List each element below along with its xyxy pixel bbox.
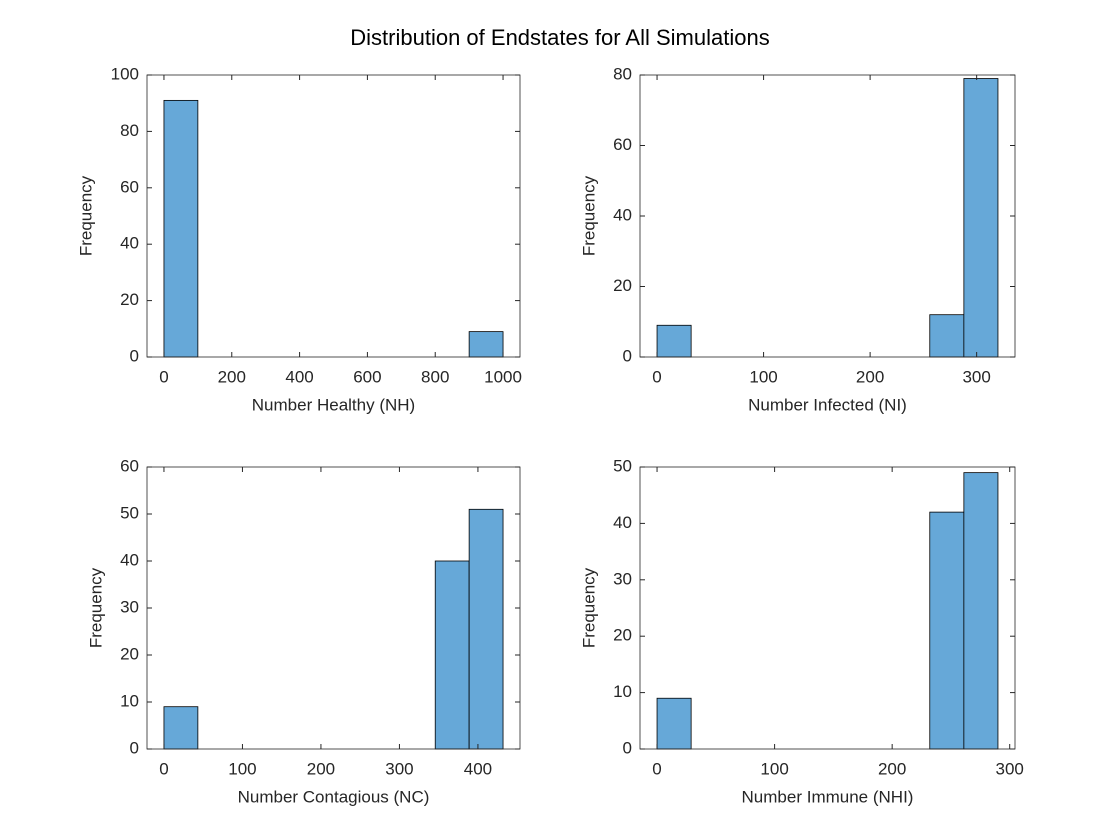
x-tick-label: 0	[652, 759, 661, 778]
bar	[468, 508, 504, 750]
y-tick-label: 50	[120, 503, 139, 522]
y-tick-label: 0	[623, 738, 632, 757]
x-tick-label: 100	[760, 759, 788, 778]
y-tick-label: 40	[613, 205, 632, 224]
y-axis-label: Frequency	[579, 175, 598, 256]
x-tick-label: 0	[159, 367, 168, 386]
y-axis-label: Frequency	[579, 567, 598, 648]
y-tick-label: 10	[613, 682, 632, 701]
x-tick-label: 400	[285, 367, 313, 386]
y-tick-label: 50	[613, 456, 632, 475]
x-tick-label: 200	[856, 367, 884, 386]
y-tick-label: 0	[623, 346, 632, 365]
x-tick-label: 300	[962, 367, 990, 386]
y-tick-label: 60	[120, 456, 139, 475]
y-tick-label: 30	[120, 597, 139, 616]
bar	[656, 324, 692, 358]
x-tick-label: 300	[385, 759, 413, 778]
y-tick-label: 30	[613, 569, 632, 588]
x-tick-label: 200	[218, 367, 246, 386]
x-tick-label: 400	[464, 759, 492, 778]
bar	[963, 78, 999, 358]
y-tick-label: 40	[613, 513, 632, 532]
bar	[929, 511, 965, 750]
axes-background	[640, 75, 1015, 357]
bar	[468, 331, 504, 358]
x-axis-label: Number Contagious (NC)	[238, 787, 430, 806]
y-tick-label: 40	[120, 234, 139, 253]
x-tick-label: 100	[749, 367, 777, 386]
y-axis-label: Frequency	[86, 567, 105, 648]
subplot: 0 100 200 300 0 20 40 60 80 Number Infected (NI) F…	[579, 64, 1016, 414]
y-tick-label: 20	[613, 276, 632, 295]
x-axis-label: Number Healthy (NH)	[252, 395, 415, 414]
x-tick-label: 800	[421, 367, 449, 386]
y-tick-label: 0	[130, 738, 139, 757]
y-tick-label: 80	[613, 64, 632, 83]
x-axis-label: Number Immune (NHI)	[742, 787, 914, 806]
axes-box	[639, 466, 1016, 750]
y-tick-label: 0	[130, 346, 139, 365]
y-tick-label: 40	[120, 550, 139, 569]
y-tick-label: 20	[120, 644, 139, 663]
axes-box	[146, 74, 521, 358]
subplot: 0 100 200 300 400 0 10 20 30 40 50 60 Number Contagi…	[86, 456, 521, 806]
bar	[929, 314, 965, 358]
bar	[163, 706, 199, 750]
bar	[656, 697, 692, 750]
x-tick-label: 600	[353, 367, 381, 386]
y-tick-label: 60	[613, 135, 632, 154]
y-tick-label: 60	[120, 177, 139, 196]
x-tick-label: 0	[652, 367, 661, 386]
figure-title: Distribution of Endstates for All Simula…	[350, 25, 769, 50]
y-axis-label: Frequency	[76, 175, 95, 256]
x-axis-label: Number Infected (NI)	[748, 395, 907, 414]
y-tick-label: 80	[120, 121, 139, 140]
bar	[963, 472, 999, 750]
subplot: 0 100 200 300 0 10 20 30 40 50 Number Immune (NHI)…	[579, 456, 1023, 806]
x-tick-label: 200	[878, 759, 906, 778]
x-tick-label: 100	[228, 759, 256, 778]
y-tick-label: 20	[120, 290, 139, 309]
x-tick-label: 0	[159, 759, 168, 778]
y-tick-label: 20	[613, 626, 632, 645]
subplot: 0 200 400 600 800 1000 0 20 40 60 80 100 Number Heal…	[76, 64, 521, 414]
y-tick-label: 100	[111, 64, 139, 83]
y-tick-label: 10	[120, 691, 139, 710]
axes-background	[147, 75, 520, 357]
x-tick-label: 200	[307, 759, 335, 778]
bar	[163, 99, 199, 358]
x-tick-label: 1000	[484, 367, 522, 386]
bar	[434, 560, 470, 750]
x-tick-label: 300	[996, 759, 1024, 778]
